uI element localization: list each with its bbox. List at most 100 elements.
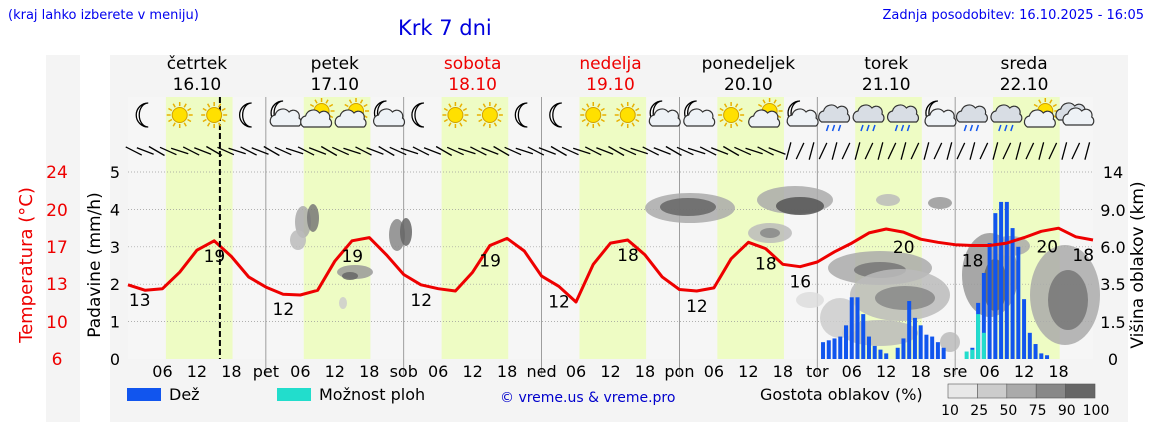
wind-barb-icon	[481, 147, 499, 155]
x-tick-label: 12	[462, 362, 482, 381]
temperature-label: 18	[1072, 246, 1094, 266]
rain-bar	[844, 325, 849, 359]
cloud-density-swatch	[1035, 383, 1066, 399]
x-tick-label: 18	[1048, 362, 1068, 381]
cloud-blob	[796, 292, 824, 308]
rain-bar	[924, 334, 929, 359]
precip-tick-label: 5	[110, 163, 120, 182]
x-tick-label: 06	[428, 362, 448, 381]
temperature-tick-label: 17	[46, 238, 68, 258]
wind-barb-icon	[711, 147, 729, 155]
page-title: Krk 7 dni	[398, 16, 492, 40]
rain-cloud-icon	[818, 104, 851, 132]
x-tick-label: 18	[773, 362, 793, 381]
wind-barb-icon	[378, 145, 395, 157]
cloud-blob	[339, 297, 347, 309]
region-note: (kraj lahko izberete v meniju)	[8, 8, 199, 23]
rain-bar	[912, 317, 917, 359]
cloud-density-step: 100	[1083, 403, 1110, 419]
wind-barb-icon	[389, 146, 407, 156]
daylight-band	[579, 97, 647, 359]
wind-barb-icon	[366, 147, 384, 155]
rain-bar	[884, 353, 889, 359]
wind-barb-icon	[642, 146, 660, 156]
cloud-blob	[876, 194, 900, 206]
wind-barb-icon	[355, 146, 372, 156]
temperature-tick-label: 10	[46, 313, 68, 333]
wind-barb-icon	[1015, 142, 1022, 160]
rain-bar	[918, 325, 923, 359]
wind-barb-icon	[423, 147, 442, 155]
temperature-label: 18	[755, 255, 777, 275]
sun-icon	[476, 102, 503, 128]
wind-barb-icon	[136, 147, 154, 155]
weather-icons	[135, 98, 1095, 132]
rain-cloud-icon	[990, 104, 1023, 132]
day-name: ponedeljek	[702, 54, 796, 74]
wind-barb-icon	[194, 147, 212, 155]
wind-barb-icon	[148, 145, 165, 157]
sun-icon	[580, 102, 607, 128]
wind-barb-icon	[665, 145, 682, 157]
rain-bar	[981, 272, 986, 359]
rain-bar	[849, 297, 854, 359]
rain-bar	[1022, 299, 1027, 359]
sun-icon	[201, 102, 228, 128]
cloud-density-label: Gostota oblakov (%)	[760, 385, 923, 404]
wind-barb-icon	[1071, 142, 1081, 160]
moon-cloud-icon	[269, 100, 302, 127]
cloud-height-tick-label: 0	[1108, 350, 1118, 369]
moon-icon	[514, 102, 528, 128]
rain-bar	[832, 338, 837, 359]
wind-barb-icon	[734, 146, 752, 156]
cloud-blob	[400, 218, 412, 246]
wind-barb-icon	[979, 142, 989, 160]
wind-barb-icon	[527, 146, 545, 156]
wind-barb-icon	[308, 147, 327, 155]
temperature-axis: 6 10 13 17 20 24 Temperatura (°C)	[16, 163, 68, 370]
day-date: 16.10	[173, 75, 222, 95]
day-date: 22.10	[1000, 75, 1049, 95]
cloud-blob	[928, 197, 952, 209]
temperature-label: 12	[548, 292, 570, 312]
moon-cloud-icon	[924, 100, 957, 127]
wind-barb-icon	[515, 147, 534, 155]
x-tick-label: 12	[187, 362, 207, 381]
wind-barb-icon	[1038, 142, 1045, 160]
cloud-blob	[295, 206, 311, 238]
rain-bar	[907, 301, 912, 359]
cloud-density-step: 90	[1058, 403, 1076, 419]
wind-barb-icon	[1084, 142, 1091, 160]
wind-barb-icon	[561, 146, 579, 156]
sun-icon	[718, 102, 745, 128]
moon-icon	[135, 102, 149, 128]
wind-barb-icon	[785, 142, 792, 160]
temperature-tick-label: 24	[46, 163, 68, 183]
moon-cloud-icon	[786, 100, 819, 127]
wind-barb-icon	[854, 142, 861, 160]
wind-barb-icon	[818, 142, 828, 160]
wind-barb-icon	[630, 147, 648, 155]
cloud-density-step: 10	[941, 403, 959, 419]
legend-rain-swatch	[127, 388, 161, 401]
x-axis: 06 12 18 06 12 18 pet 06 12 18 sob 06 12 18 ned 06 12 18 p…	[152, 362, 1068, 381]
rain-bar	[878, 349, 883, 359]
wind-barb-icon	[1048, 142, 1058, 160]
precip-axis-title: Padavine (mm/h)	[85, 192, 105, 337]
temperature-label: 12	[686, 297, 708, 317]
wind-barb-icon	[1061, 142, 1068, 160]
daylight-bands	[165, 97, 1060, 359]
precip-tick-label: 4	[110, 200, 120, 219]
x-tick-label: 12	[325, 362, 345, 381]
x-tick-label: 06	[842, 362, 862, 381]
wind-barb-icon	[831, 142, 838, 160]
wind-barb-icon	[332, 146, 350, 156]
x-day-tick-label: sob	[390, 362, 418, 381]
wind-barb-icon	[263, 145, 280, 157]
moon-cloud-icon	[683, 100, 716, 127]
cloud-height-tick-label: 14	[1103, 163, 1123, 182]
shower-bar	[981, 332, 986, 359]
wind-barb-icon	[910, 142, 920, 160]
wind-barb-icon	[841, 142, 851, 160]
x-tick-label: 18	[359, 362, 379, 381]
